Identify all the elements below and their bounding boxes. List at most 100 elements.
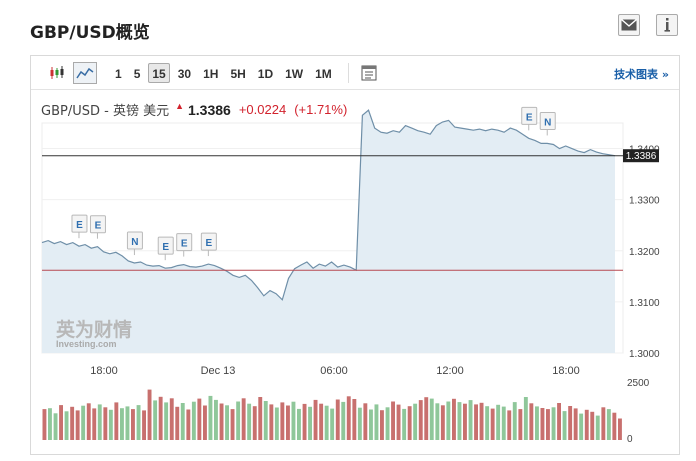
volume-bar xyxy=(53,413,58,440)
volume-bar xyxy=(418,400,423,440)
volume-bar xyxy=(474,404,478,440)
volume-bar xyxy=(618,418,622,440)
volume-bar xyxy=(197,398,202,440)
volume-bar xyxy=(463,403,467,440)
volume-bar xyxy=(490,408,495,440)
svg-text:E: E xyxy=(162,242,169,253)
volume-bar xyxy=(496,404,501,440)
volume-bar xyxy=(335,399,340,440)
volume-bar xyxy=(125,406,130,440)
volume-bar xyxy=(225,405,229,440)
volume-bar xyxy=(485,406,490,440)
volume-bar xyxy=(551,407,556,440)
volume-bar xyxy=(440,405,445,440)
volume-bar xyxy=(186,409,191,440)
volume-bar xyxy=(308,406,312,440)
volume-bar xyxy=(280,402,285,440)
event-marker-e[interactable]: E xyxy=(71,214,88,239)
event-marker-e[interactable]: E xyxy=(200,232,217,257)
event-marker-e[interactable]: E xyxy=(157,236,174,261)
volume-bar xyxy=(529,403,534,440)
volume-bar xyxy=(120,408,124,440)
volume-bar xyxy=(391,401,395,440)
x-tick-label: 18:00 xyxy=(90,365,118,377)
mail-icon[interactable] xyxy=(618,14,640,36)
volume-bar xyxy=(274,407,279,440)
volume-bar xyxy=(446,401,451,440)
y-tick-label: 1.3000 xyxy=(629,349,660,360)
volume-bar xyxy=(169,398,174,440)
volume-bar xyxy=(92,408,97,440)
technical-chart-link[interactable]: 技术图表 » xyxy=(614,68,669,81)
volume-bar xyxy=(352,399,357,440)
event-marker-n[interactable]: N xyxy=(539,111,556,136)
volume-bar xyxy=(330,408,335,440)
settings-panel-icon[interactable] xyxy=(357,62,381,84)
volume-bar xyxy=(407,406,412,440)
volume-bar xyxy=(86,403,91,440)
interval-button-5h[interactable]: 5H xyxy=(230,66,246,81)
toolbar-divider xyxy=(347,62,349,83)
chart-toolbar: 1 5 15 30 1H 5H 1D 1W 1M 技术图表 » xyxy=(31,56,679,90)
interval-button-15[interactable]: 15 xyxy=(148,62,170,83)
x-tick-label: 06:00 xyxy=(320,365,348,377)
volume-bar xyxy=(380,410,384,440)
price-change: +0.0224 xyxy=(238,102,287,117)
price-area-fill xyxy=(42,110,615,353)
svg-text:E: E xyxy=(95,221,102,232)
volume-bar xyxy=(546,409,550,440)
watermark-site: Investing.com xyxy=(56,339,117,349)
volume-bar xyxy=(341,401,346,440)
interval-button-30[interactable]: 30 xyxy=(177,66,192,81)
volume-bar xyxy=(75,410,80,440)
volume-bar xyxy=(219,403,224,440)
volume-bar xyxy=(468,400,473,440)
volume-bar xyxy=(158,396,163,440)
volume-bar xyxy=(601,407,606,440)
svg-text:N: N xyxy=(131,237,138,248)
volume-bar xyxy=(258,397,263,440)
volume-bar xyxy=(606,409,611,440)
price-line xyxy=(41,109,616,301)
volume-bar xyxy=(180,403,185,440)
y-tick-label: 1.3200 xyxy=(629,247,660,258)
volume-bar xyxy=(48,408,52,440)
candlestick-icon[interactable] xyxy=(45,62,69,84)
volume-bar xyxy=(291,401,296,440)
interval-button-5[interactable]: 5 xyxy=(133,66,141,81)
volume-bar xyxy=(164,402,169,440)
volume-bar xyxy=(429,398,434,440)
volume-bar xyxy=(612,412,617,440)
interval-button-1[interactable]: 1 xyxy=(115,66,122,81)
volume-bar xyxy=(286,405,290,440)
volume-bar xyxy=(319,403,324,440)
volume-bar xyxy=(42,409,47,440)
volume-bar xyxy=(136,405,141,440)
area-chart-icon[interactable] xyxy=(73,61,97,84)
last-price: 1.3386 xyxy=(188,101,231,118)
event-marker-e[interactable]: E xyxy=(89,215,106,239)
x-tick-label: 12:00 xyxy=(436,365,464,377)
interval-button-1m[interactable]: 1M xyxy=(315,66,332,81)
volume-bar xyxy=(540,408,545,440)
volume-bar xyxy=(236,401,241,440)
volume-bar xyxy=(568,406,573,440)
interval-button-1h[interactable]: 1H xyxy=(203,66,219,81)
up-arrow-icon: ▲ xyxy=(175,100,184,111)
event-marker-n[interactable]: N xyxy=(126,231,143,256)
volume-bar xyxy=(97,404,102,440)
info-icon[interactable] xyxy=(656,14,678,36)
event-marker-e[interactable]: E xyxy=(521,106,538,131)
volume-bar xyxy=(452,398,456,440)
interval-button-1d[interactable]: 1D xyxy=(257,66,274,81)
svg-text:E: E xyxy=(76,220,83,231)
volume-bar xyxy=(369,409,373,440)
interval-button-1w[interactable]: 1W xyxy=(285,66,304,81)
volume-bar xyxy=(579,413,584,440)
volume-bar xyxy=(402,408,407,440)
event-marker-e[interactable]: E xyxy=(176,233,193,257)
current-price-label: 1.3386 xyxy=(623,149,659,163)
watermark-brand: 英为财情 xyxy=(56,318,132,341)
volume-bar xyxy=(590,411,595,440)
